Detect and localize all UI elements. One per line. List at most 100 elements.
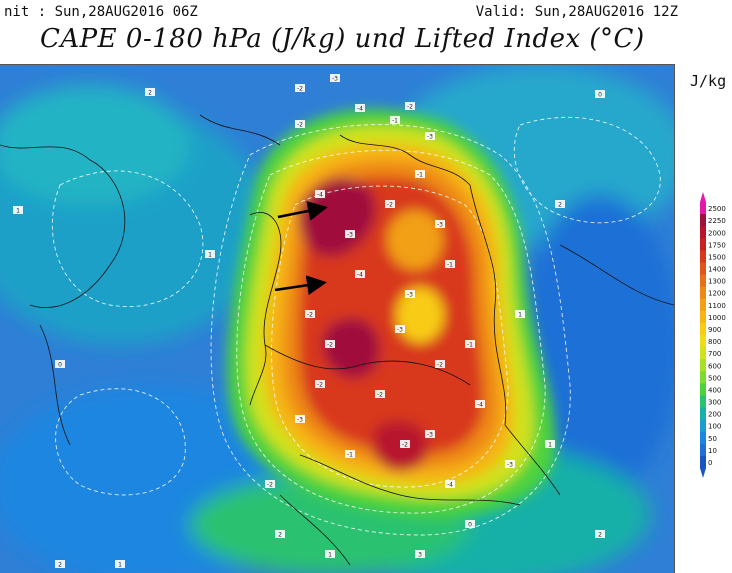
li-label: 2 bbox=[598, 532, 602, 539]
li-label: -2 bbox=[297, 86, 303, 93]
colorbar-swatch bbox=[700, 407, 706, 421]
colorbar-swatch bbox=[700, 298, 706, 312]
li-label: -3 bbox=[407, 292, 413, 299]
li-label-box bbox=[115, 560, 125, 568]
li-label-box bbox=[505, 460, 515, 468]
li-label-box bbox=[595, 90, 605, 98]
cape-core-field bbox=[227, 108, 556, 518]
li-label-box bbox=[315, 190, 325, 198]
colorbar-tick-label: 600 bbox=[708, 362, 721, 370]
colorbar-swatch bbox=[700, 431, 706, 445]
colorbar-tick-label: 400 bbox=[708, 386, 721, 394]
li-label: -4 bbox=[357, 272, 363, 279]
colorbar-tick-label: 1750 bbox=[708, 241, 726, 249]
li-label-box bbox=[355, 104, 365, 112]
cape-field-map: -2 -3 -4 -1 -2 -3 -2 -4 -3 -2 -1 -3 -2 -4 -3 -1 -2 -3 -2 -1… bbox=[0, 65, 674, 573]
colorbar-tick-label: 100 bbox=[708, 423, 721, 431]
li-label: 2 bbox=[278, 532, 282, 539]
map-title: CAPE 0-180 hPa (J/kg) und Lifted Index (… bbox=[40, 24, 645, 54]
li-label-box bbox=[475, 400, 485, 408]
li-label-box bbox=[265, 480, 275, 488]
colorbar-swatch bbox=[700, 347, 706, 360]
colorbar-swatch bbox=[700, 274, 706, 288]
li-label: -1 bbox=[417, 172, 423, 179]
li-label-box bbox=[465, 520, 475, 528]
li-label-box bbox=[330, 74, 340, 82]
li-label-box bbox=[375, 390, 385, 398]
li-label-box bbox=[345, 450, 355, 458]
colorbar-swatch bbox=[700, 202, 706, 215]
li-label: 3 bbox=[418, 552, 422, 559]
li-label-box bbox=[145, 88, 155, 96]
colorbar-tick-label: 1100 bbox=[708, 302, 726, 310]
li-label-box bbox=[355, 270, 365, 278]
li-label-box bbox=[400, 440, 410, 448]
lifted-index-contours bbox=[51, 116, 661, 536]
li-label: -2 bbox=[437, 362, 443, 369]
li-label: 0 bbox=[598, 92, 602, 99]
colorbar-swatch bbox=[700, 322, 706, 336]
li-label: 1 bbox=[208, 252, 212, 259]
li-label-box bbox=[415, 170, 425, 178]
colorbar-unit: J/kg bbox=[690, 72, 727, 90]
li-label: -2 bbox=[387, 202, 393, 209]
colorbar-tick-label: 1400 bbox=[708, 266, 726, 274]
li-label: 1 bbox=[328, 552, 332, 559]
li-label: -4 bbox=[357, 106, 363, 113]
li-label-box bbox=[425, 132, 435, 140]
valid-time-label: Valid: Sun,28AUG2016 12Z bbox=[475, 4, 678, 20]
init-time-label: nit : Sun,28AUG2016 06Z bbox=[4, 4, 198, 20]
colorbar-swatch bbox=[700, 335, 706, 348]
li-label: -3 bbox=[332, 76, 338, 83]
colorbar-top-triangle bbox=[700, 192, 706, 202]
colorbar-swatch bbox=[700, 262, 706, 276]
colorbar-swatch bbox=[700, 443, 706, 457]
colorbar-swatch bbox=[700, 226, 706, 239]
li-label: 0 bbox=[468, 522, 472, 529]
li-label: -3 bbox=[437, 222, 443, 229]
li-label-box bbox=[325, 550, 335, 558]
li-label: -1 bbox=[467, 342, 473, 349]
li-label-box bbox=[555, 200, 565, 208]
colorbar-tick-label: 50 bbox=[708, 435, 717, 443]
li-label: 1 bbox=[16, 208, 20, 215]
colorbar-tick-label: 1000 bbox=[708, 314, 726, 322]
colorbar-tick-label: 2000 bbox=[708, 229, 726, 237]
cape-colorbar: 2500225020001750150014001300120011001000… bbox=[700, 192, 726, 478]
li-label-box bbox=[295, 120, 305, 128]
li-label: -4 bbox=[447, 482, 453, 489]
colorbar-tick-label: 200 bbox=[708, 411, 721, 419]
li-label-box bbox=[205, 250, 215, 258]
li-label: 2 bbox=[558, 202, 562, 209]
li-label-box bbox=[390, 116, 400, 124]
li-label: -4 bbox=[477, 402, 483, 409]
li-label: -2 bbox=[307, 312, 313, 319]
li-label: -3 bbox=[347, 232, 353, 239]
li-label: -3 bbox=[507, 462, 513, 469]
li-label: -4 bbox=[317, 192, 323, 199]
lifted-index-labels: -2 -3 -4 -1 -2 -3 -2 -4 -3 -2 -1 -3 -2 -4 -3 -1 -2 -3 -2 -1… bbox=[13, 74, 605, 569]
li-label-box bbox=[415, 550, 425, 558]
colorbar-swatch bbox=[700, 371, 706, 384]
li-label: 2 bbox=[148, 90, 152, 97]
li-label: -2 bbox=[402, 442, 408, 449]
li-label: -1 bbox=[447, 262, 453, 269]
li-label: -1 bbox=[392, 118, 398, 125]
li-label: 1 bbox=[118, 562, 122, 569]
li-label: -1 bbox=[347, 452, 353, 459]
li-label-box bbox=[445, 480, 455, 488]
li-label: -3 bbox=[427, 134, 433, 141]
colorbar-swatch bbox=[700, 395, 706, 409]
li-label-box bbox=[515, 310, 525, 318]
li-label-box bbox=[545, 440, 555, 448]
li-label-box bbox=[295, 415, 305, 423]
li-label-box bbox=[305, 310, 315, 318]
li-label-box bbox=[55, 560, 65, 568]
li-label-box bbox=[275, 530, 285, 538]
colorbar-tick-label: 700 bbox=[708, 350, 721, 358]
colorbar-swatch bbox=[700, 286, 706, 300]
li-label: -2 bbox=[267, 482, 273, 489]
colorbar-bottom-triangle bbox=[700, 468, 706, 478]
li-label-box bbox=[13, 206, 23, 214]
li-label-box bbox=[345, 230, 355, 238]
